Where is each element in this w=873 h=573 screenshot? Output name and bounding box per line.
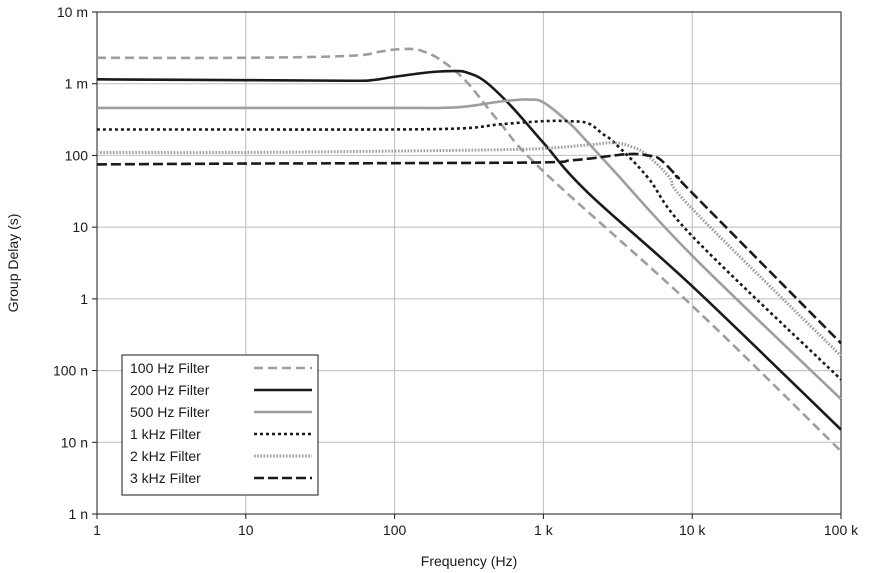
y-axis-ticks: 1 n 10 n 100 n 1 10 100 1 m 10 m bbox=[53, 4, 97, 522]
y-tick-label: 1 n bbox=[69, 506, 88, 522]
series-line-5 bbox=[96, 141, 843, 357]
x-tick-label: 10 bbox=[238, 522, 254, 538]
y-tick-label: 100 bbox=[65, 147, 89, 163]
y-tick-label: 10 m bbox=[57, 4, 88, 20]
x-tick-label: 100 k bbox=[824, 522, 859, 538]
legend: 100 Hz Filter 200 Hz Filter 500 Hz Filter 1… bbox=[121, 354, 319, 496]
y-axis-title: Group Delay (s) bbox=[5, 214, 21, 313]
legend-label: 1 kHz Filter bbox=[130, 426, 201, 442]
x-tick-label: 10 k bbox=[679, 522, 706, 538]
series-line-3 bbox=[97, 97, 842, 401]
y-tick-label: 10 n bbox=[61, 434, 88, 450]
legend-label: 2 kHz Filter bbox=[130, 448, 201, 464]
x-tick-label: 100 bbox=[383, 522, 407, 538]
series-line-2 bbox=[96, 69, 842, 431]
y-tick-label: 1 m bbox=[65, 76, 88, 92]
legend-box bbox=[121, 354, 319, 496]
plot-frame bbox=[96, 11, 842, 515]
legend-label: 3 kHz Filter bbox=[130, 470, 201, 486]
legend-label: 100 Hz Filter bbox=[130, 360, 210, 376]
y-tick-label: 1 bbox=[80, 291, 88, 307]
series-line-1 bbox=[96, 47, 842, 453]
series-lines bbox=[96, 47, 843, 453]
x-axis-title: Frequency (Hz) bbox=[421, 553, 517, 569]
y-tick-label: 10 bbox=[72, 219, 88, 235]
legend-label: 200 Hz Filter bbox=[130, 382, 210, 398]
x-tick-label: 1 bbox=[93, 522, 101, 538]
x-tick-label: 1 k bbox=[534, 522, 554, 538]
legend-label: 500 Hz Filter bbox=[130, 404, 210, 420]
y-tick-label: 100 n bbox=[53, 363, 88, 379]
series-line-6 bbox=[96, 152, 842, 345]
x-axis-ticks: 1 10 100 1 k 10 k 100 k bbox=[93, 514, 859, 538]
series-line-4 bbox=[96, 119, 842, 381]
